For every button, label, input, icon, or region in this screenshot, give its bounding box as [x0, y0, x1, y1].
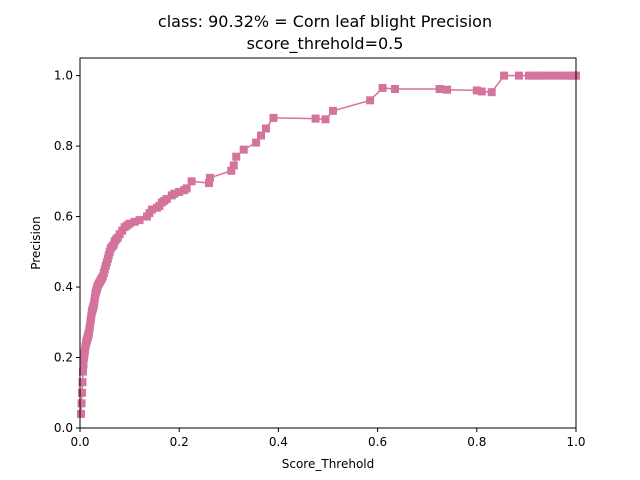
- data-point: [170, 189, 179, 198]
- data-point: [257, 131, 266, 140]
- x-tick-label: 0.2: [170, 435, 189, 449]
- x-tick-label: 0.0: [70, 435, 89, 449]
- x-tick-label: 0.8: [467, 435, 486, 449]
- y-tick-label: 0.8: [54, 139, 73, 153]
- data-point: [559, 71, 568, 80]
- x-tick-label: 0.4: [269, 435, 288, 449]
- data-point: [175, 187, 184, 196]
- data-point: [239, 145, 248, 154]
- data-point: [227, 166, 236, 175]
- data-point: [147, 205, 156, 214]
- data-point: [534, 71, 543, 80]
- data-point: [390, 85, 399, 94]
- data-point: [187, 177, 196, 186]
- data-point: [262, 124, 270, 133]
- data-point: [76, 409, 85, 418]
- data-point: [549, 71, 558, 80]
- data-point: [321, 115, 330, 124]
- y-tick-label: 0.6: [54, 210, 73, 224]
- data-point: [77, 388, 86, 397]
- data-point: [205, 173, 214, 182]
- data-point: [311, 114, 320, 123]
- data-point: [252, 138, 261, 147]
- y-tick-label: 1.0: [54, 69, 73, 83]
- data-point: [125, 219, 134, 228]
- data-point: [328, 106, 337, 115]
- data-point: [487, 88, 496, 97]
- plot-area: [76, 71, 580, 418]
- y-tick-label: 0.4: [54, 280, 73, 294]
- plot-frame: [79, 57, 577, 429]
- data-point: [514, 71, 523, 80]
- data-point: [500, 71, 509, 80]
- data-point: [366, 96, 375, 105]
- data-point: [269, 113, 278, 122]
- data-point: [79, 360, 88, 369]
- x-tick-label: 0.6: [368, 435, 387, 449]
- data-point: [204, 179, 213, 188]
- data-point: [544, 71, 553, 80]
- chart-subtitle: score_threhold=0.5: [247, 34, 404, 54]
- data-point: [162, 194, 171, 203]
- data-point: [135, 216, 144, 225]
- data-point: [78, 378, 87, 387]
- data-point: [472, 86, 481, 95]
- data-point: [130, 217, 139, 226]
- data-point: [182, 184, 191, 193]
- data-point: [443, 85, 452, 94]
- x-axis-label: Score_Threhold: [282, 457, 375, 471]
- y-axis: 0.0 0.2 0.4 0.6 0.8 1.0: [54, 69, 80, 435]
- data-point: [524, 71, 533, 80]
- data-point: [477, 87, 486, 96]
- data-point: [378, 83, 387, 92]
- y-tick-label: 0.0: [54, 421, 73, 435]
- x-axis: 0.0 0.2 0.4 0.6 0.8 1.0: [70, 428, 586, 449]
- data-point: [77, 399, 86, 408]
- data-point: [232, 152, 241, 161]
- data-point: [78, 367, 87, 376]
- data-point: [435, 85, 444, 94]
- data-point: [554, 71, 563, 80]
- y-tick-label: 0.2: [54, 351, 73, 365]
- y-axis-label: Precision: [29, 216, 43, 270]
- x-tick-label: 1.0: [566, 435, 585, 449]
- data-point: [539, 71, 548, 80]
- data-point: [229, 161, 238, 170]
- chart-title: class: 90.32% = Corn leaf blight Precisi…: [158, 12, 492, 31]
